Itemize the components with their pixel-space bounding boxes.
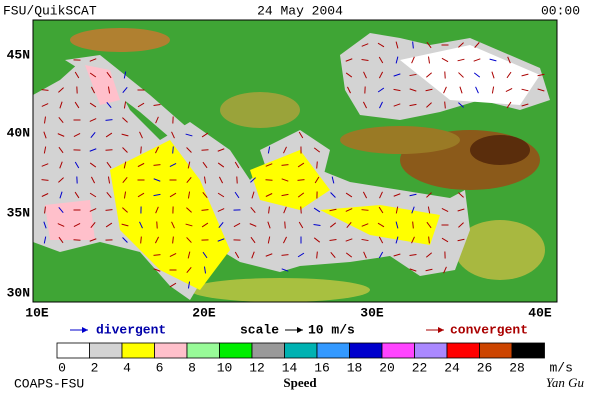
wind-arrow — [413, 42, 414, 49]
colorbar-swatch — [382, 343, 415, 358]
lon-label: 30E — [360, 305, 384, 320]
colorbar-label: 28 — [509, 360, 525, 375]
colorbar-swatch — [220, 343, 253, 358]
colorbar-label: 8 — [188, 360, 196, 375]
colorbar-label: 16 — [314, 360, 330, 375]
wind-arrow — [362, 210, 369, 211]
scale-label: scale — [240, 322, 279, 337]
highland — [470, 135, 530, 165]
colorbar-label: 24 — [444, 360, 460, 375]
lat-label: 40N — [7, 125, 30, 140]
lon-label: 40E — [528, 305, 552, 320]
colorbar-label: 10 — [217, 360, 233, 375]
colorbar-label: 14 — [282, 360, 298, 375]
colorbar-swatch — [512, 343, 545, 358]
wind-arrow — [42, 90, 49, 91]
lat-label: 45N — [7, 47, 30, 62]
wind-arrow — [141, 237, 142, 244]
wind-arrow — [266, 180, 273, 181]
colorbar-label: 26 — [477, 360, 493, 375]
wind-arrow — [317, 162, 318, 169]
wind-arrow — [413, 222, 414, 229]
colorbar-swatch — [57, 343, 90, 358]
wind-arrow — [154, 255, 161, 256]
colorbar-swatch — [447, 343, 480, 358]
colorbar-swatch — [480, 343, 513, 358]
lon-label: 20E — [192, 305, 216, 320]
header-date: 24 May 2004 — [257, 3, 343, 18]
colorbar-swatch — [252, 343, 285, 358]
header-time: 00:00 — [541, 3, 580, 18]
colorbar-swatch — [155, 343, 188, 358]
colorbar-swatch — [317, 343, 350, 358]
lat-label: 35N — [7, 205, 30, 220]
highland — [70, 28, 170, 52]
wind-arrow — [42, 180, 49, 181]
wind-arrow — [141, 147, 142, 154]
colorbar-title: Speed — [283, 375, 317, 390]
colorbar-label: 6 — [156, 360, 164, 375]
footer-left: COAPS-FSU — [14, 376, 84, 391]
highland — [220, 92, 300, 128]
divergent-label: divergent — [96, 322, 166, 337]
colorbar-label: 12 — [249, 360, 265, 375]
header-left: FSU/QuikSCAT — [3, 3, 97, 18]
colorbar-swatch — [285, 343, 318, 358]
wind-arrow — [445, 102, 446, 109]
colorbar-label: 18 — [347, 360, 363, 375]
colorbar-label: 2 — [91, 360, 99, 375]
colorbar-swatch — [187, 343, 220, 358]
colorbar-label: 0 — [58, 360, 66, 375]
highland — [340, 126, 460, 154]
colorbar-label: 4 — [123, 360, 131, 375]
lowland — [190, 278, 370, 302]
colorbar-swatch — [122, 343, 155, 358]
convergent-label: convergent — [450, 322, 528, 337]
footer-right: Yan Gu — [546, 375, 585, 390]
scale-value: 10 m/s — [308, 322, 355, 337]
wind-arrow — [317, 252, 318, 259]
colorbar-unit: m/s — [550, 360, 573, 375]
colorbar-swatch — [90, 343, 123, 358]
colorbar-swatch — [415, 343, 448, 358]
colorbar-label: 20 — [379, 360, 395, 375]
map: 45N 40N 35N 30N 10E 20E 30E 40E — [7, 20, 557, 320]
colorbar-swatch — [350, 343, 383, 358]
wind-arrow — [285, 222, 286, 229]
lon-label: 10E — [25, 305, 49, 320]
lat-label: 30N — [7, 285, 30, 300]
colorbar-label: 22 — [412, 360, 428, 375]
speed-zone — [45, 200, 95, 240]
wind-arrow — [173, 147, 174, 154]
